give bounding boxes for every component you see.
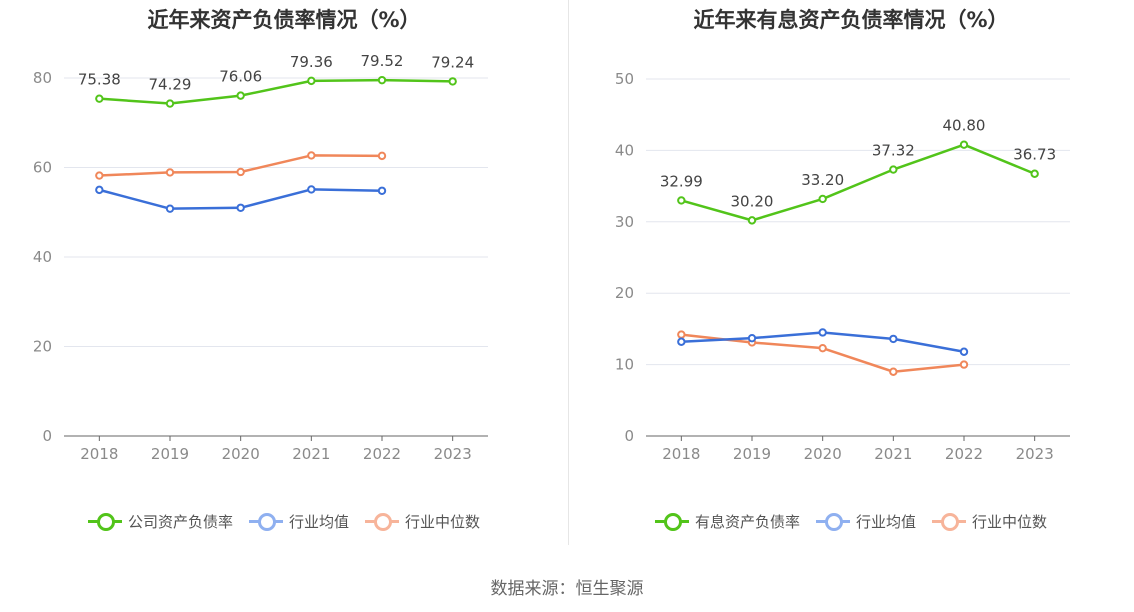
chart-legend: 公司资产负债率 行业均值 行业中位数 — [0, 510, 568, 532]
y-tick-label: 80 — [33, 69, 52, 87]
x-tick-label: 2018 — [80, 445, 118, 463]
chart-plot-debt-ratio: 0 20 40 60 80 2018 2019 2020 2021 2022 2023 75.38 74… — [33, 52, 488, 463]
data-point[interactable] — [307, 151, 316, 160]
data-point[interactable] — [307, 76, 316, 86]
data-point[interactable] — [818, 343, 827, 353]
legend-item[interactable]: 行业中位数 — [365, 510, 480, 532]
data-point[interactable] — [95, 94, 104, 103]
data-label: 79.36 — [290, 53, 333, 71]
panel-divider — [568, 0, 569, 545]
data-label: 75.38 — [78, 71, 121, 89]
chart-title: 近年来资产负债率情况（%） — [147, 8, 421, 32]
data-point[interactable] — [377, 75, 387, 85]
legend-label: 行业中位数 — [972, 512, 1048, 531]
data-point[interactable] — [95, 171, 104, 180]
y-tick-label: 60 — [33, 159, 52, 177]
data-point[interactable] — [377, 186, 387, 195]
y-tick-label: 40 — [615, 141, 634, 159]
series-line-0 — [99, 78, 453, 105]
legend-label: 行业中位数 — [405, 512, 481, 531]
legend-marker-icon — [87, 510, 122, 532]
legend-item[interactable]: 行业均值 — [248, 510, 349, 532]
data-point[interactable] — [889, 367, 898, 376]
data-label: 79.24 — [431, 53, 474, 71]
legend-item[interactable]: 行业均值 — [815, 510, 916, 532]
data-point[interactable] — [959, 360, 969, 369]
data-point[interactable] — [677, 196, 686, 205]
data-label: 30.20 — [731, 192, 774, 210]
x-tick-label: 2023 — [1016, 445, 1054, 463]
x-tick-label: 2019 — [733, 445, 771, 463]
legend-item[interactable]: 行业中位数 — [932, 510, 1047, 532]
x-tick-label: 2022 — [363, 445, 401, 463]
data-point[interactable] — [677, 337, 686, 346]
legend-marker-icon — [365, 510, 399, 532]
legend-label: 行业均值 — [288, 512, 349, 531]
series-line-0 — [680, 143, 1036, 222]
y-tick-label: 20 — [33, 338, 52, 356]
data-point[interactable] — [747, 216, 757, 225]
data-point[interactable] — [677, 330, 686, 339]
data-point[interactable] — [959, 140, 969, 149]
legend-marker-icon — [815, 510, 850, 532]
chart-plot-interest-debt-ratio: 0 10 20 30 40 50 2018 2019 2020 2021 2022 2023 32.99… — [615, 70, 1070, 463]
x-tick-label: 2020 — [222, 445, 260, 463]
legend-label: 行业均值 — [855, 512, 916, 531]
data-point[interactable] — [448, 77, 457, 86]
y-tick-label: 0 — [624, 427, 634, 445]
x-tick-label: 2023 — [434, 445, 472, 463]
data-source-note: 数据来源：恒生聚源 — [490, 579, 644, 599]
data-point[interactable] — [889, 165, 898, 174]
legend-item[interactable]: 有息资产负债率 — [654, 510, 800, 532]
x-tick-label: 2021 — [874, 445, 912, 463]
data-point[interactable] — [1030, 169, 1039, 178]
data-point[interactable] — [236, 167, 245, 177]
chart-title: 近年来有息资产负债率情况（%） — [693, 8, 1009, 32]
data-label: 79.52 — [361, 52, 404, 70]
legend-item[interactable]: 公司资产负债率 — [87, 510, 233, 532]
data-label: 36.73 — [1013, 146, 1056, 164]
chart-legend: 有息资产负债率 行业均值 行业中位数 — [568, 510, 1134, 532]
data-point[interactable] — [889, 334, 898, 344]
legend-marker-icon — [932, 510, 966, 532]
x-tick-label: 2019 — [151, 445, 189, 463]
legend-label: 公司资产负债率 — [127, 512, 233, 531]
data-point[interactable] — [95, 185, 104, 195]
legend-label: 有息资产负债率 — [694, 512, 800, 531]
legend-marker-icon — [654, 510, 689, 532]
chart-panel-debt-ratio: 近年来资产负债率情况（%） 0 20 40 60 80 2018 2019 2020 2021 2… — [0, 0, 568, 545]
data-label: 76.06 — [219, 68, 262, 86]
y-tick-label: 10 — [615, 356, 634, 374]
chart-panel-interest-debt-ratio: 近年来有息资产负债率情况（%） 0 10 20 30 40 50 2018 2019 2020 2… — [568, 0, 1134, 545]
y-tick-label: 40 — [33, 248, 52, 266]
data-label: 37.32 — [872, 142, 915, 160]
data-point[interactable] — [818, 328, 827, 337]
x-tick-label: 2021 — [292, 445, 330, 463]
data-label: 74.29 — [149, 76, 192, 94]
x-tick-label: 2020 — [804, 445, 842, 463]
data-point[interactable] — [747, 333, 757, 343]
data-label: 40.80 — [943, 117, 986, 135]
data-label: 32.99 — [660, 172, 703, 190]
data-point[interactable] — [377, 151, 387, 161]
data-point[interactable] — [165, 204, 175, 213]
data-point[interactable] — [307, 185, 316, 194]
x-tick-label: 2022 — [945, 445, 983, 463]
data-point[interactable] — [818, 194, 827, 204]
legend-marker-icon — [248, 510, 283, 532]
data-point[interactable] — [236, 203, 245, 212]
y-tick-label: 50 — [615, 70, 634, 88]
data-point[interactable] — [165, 168, 175, 177]
data-label: 33.20 — [801, 171, 844, 189]
y-tick-label: 30 — [615, 213, 634, 231]
y-tick-label: 20 — [615, 284, 634, 302]
x-tick-label: 2018 — [662, 445, 700, 463]
data-point[interactable] — [236, 91, 245, 100]
y-tick-label: 0 — [42, 427, 52, 445]
data-point[interactable] — [959, 347, 969, 356]
data-point[interactable] — [165, 99, 175, 108]
